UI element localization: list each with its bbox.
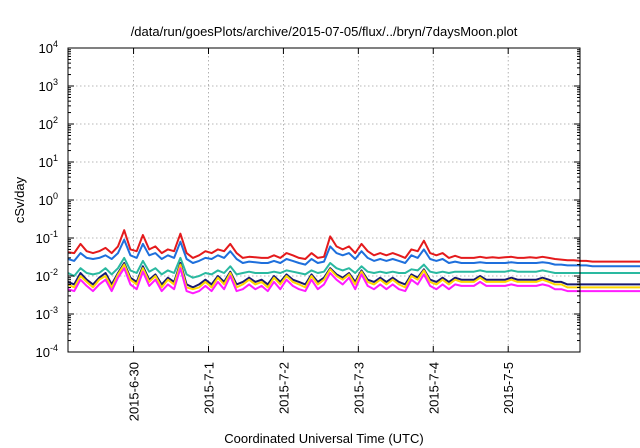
series-line-2	[67, 238, 640, 268]
x-tick-label: 2015-7-5	[501, 362, 516, 414]
series-lines	[67, 229, 640, 295]
x-axis-label: Coordinated Universal Time (UTC)	[224, 431, 423, 446]
series-line-3	[67, 256, 640, 279]
gridlines	[68, 48, 580, 352]
chart-title: /data/run/goesPlots/archive/2015-07-05/f…	[131, 24, 518, 39]
series-line-5	[67, 263, 640, 291]
y-tick-label: 102	[39, 115, 58, 132]
y-tick-label: 10-2	[36, 267, 58, 284]
y-tick-label: 104	[39, 39, 58, 56]
series-line-4	[67, 262, 640, 289]
y-tick-label: 10-3	[36, 305, 58, 322]
series-line-6	[67, 267, 640, 295]
y-tick-label: 101	[39, 153, 58, 170]
x-tick-label: 2015-6-30	[127, 362, 142, 421]
x-tick-label: 2015-7-4	[426, 362, 441, 414]
y-axis: 10-4 10-3 10-2 10-1 100 101 102 103 104	[36, 39, 580, 360]
y-tick-label: 100	[39, 191, 58, 208]
series-line-1	[67, 229, 640, 263]
x-axis: 2015-6-30 2015-7-1 2015-7-2 2015-7-3 2015-7-…	[127, 48, 516, 421]
x-tick-label: 2015-7-2	[276, 362, 291, 414]
y-tick-label: 10-1	[36, 229, 58, 246]
y-axis-label: cSv/day	[12, 176, 27, 223]
x-tick-label: 2015-7-3	[351, 362, 366, 414]
x-tick-label: 2015-7-1	[201, 362, 216, 414]
y-tick-label: 103	[39, 77, 58, 94]
y-tick-label: 10-4	[36, 343, 58, 360]
